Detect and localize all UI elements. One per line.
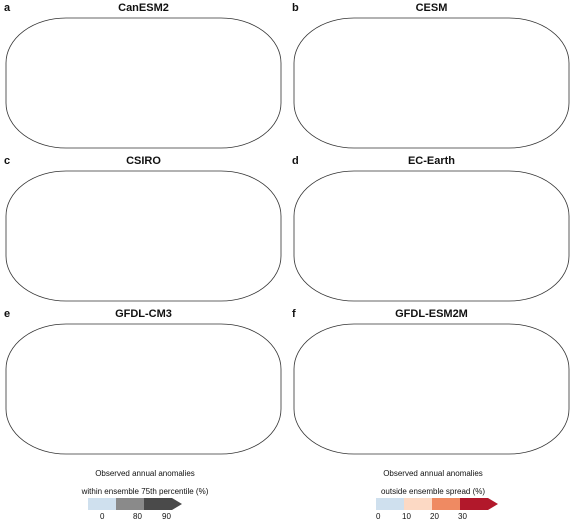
legend-tick: 30 — [458, 512, 467, 521]
legend-outside-spread: Observed annual anomalies outside ensemb… — [368, 460, 498, 524]
map-panel-e: e GFDL-CM3 — [0, 306, 287, 459]
legend-within-percentile: Observed annual anomalies within ensembl… — [80, 460, 210, 524]
map-panel-a: a CanESM2 — [0, 0, 287, 153]
legend-colorbar — [88, 498, 182, 510]
panel-letter: e — [4, 308, 11, 320]
world-map — [293, 323, 570, 455]
legend-title-line1: Observed annual anomalies — [383, 469, 483, 478]
grid-cell — [29, 296, 37, 301]
panel-letter: f — [292, 308, 296, 320]
map-frame — [5, 17, 282, 149]
legend-arrow — [488, 498, 498, 510]
legend-title: Observed annual anomalies outside ensemb… — [368, 460, 498, 496]
legend-tick: 10 — [402, 512, 411, 521]
legend-swatch — [116, 498, 144, 510]
legend-title: Observed annual anomalies within ensembl… — [80, 460, 210, 496]
legend-swatch — [144, 498, 172, 510]
legend-tick: 20 — [430, 512, 439, 521]
map-panel-f: f GFDL-ESM2M — [288, 306, 575, 459]
world-map — [293, 170, 570, 302]
map-frame — [293, 170, 570, 302]
panel-letter: c — [4, 155, 11, 167]
panel-letter: a — [4, 2, 11, 14]
map-frame — [5, 170, 282, 302]
map-frame — [5, 323, 282, 455]
panel-title: CanESM2 — [118, 2, 169, 14]
panel-title: GFDL-CM3 — [115, 308, 172, 320]
legend-tick: 90 — [162, 512, 171, 521]
legend-swatch — [404, 498, 432, 510]
legend-swatch — [88, 498, 116, 510]
legend-title-line2: outside ensemble spread (%) — [380, 487, 486, 496]
legend-tick: 80 — [133, 512, 142, 521]
world-map — [293, 17, 570, 149]
legend-swatch — [432, 498, 460, 510]
legend-colorbar — [376, 498, 498, 510]
map-panel-b: b CESM — [288, 0, 575, 153]
panel-title: CESM — [415, 2, 448, 14]
legend-swatch — [460, 498, 488, 510]
panel-title: CSIRO — [126, 155, 161, 167]
legend-title-line2: within ensemble 75th percentile (%) — [81, 487, 209, 496]
legend-tick: 0 — [376, 512, 381, 521]
world-map — [5, 323, 282, 455]
legend-tick: 0 — [100, 512, 105, 521]
map-frame — [293, 17, 570, 149]
map-panel-d: d EC-Earth — [288, 153, 575, 306]
grid-cell — [299, 284, 306, 291]
world-map — [5, 170, 282, 302]
grid-cell — [17, 449, 24, 454]
map-panel-c: c CSIRO — [0, 153, 287, 306]
map-frame — [293, 323, 570, 455]
panel-title: EC-Earth — [407, 155, 456, 167]
panel-letter: b — [292, 2, 299, 14]
world-map — [5, 17, 282, 149]
legend-swatch — [376, 498, 404, 510]
legend-arrow — [172, 498, 182, 510]
legend-title-line1: Observed annual anomalies — [95, 469, 195, 478]
panel-title: GFDL-ESM2M — [395, 308, 468, 320]
grid-cell — [271, 443, 279, 450]
panel-letter: d — [292, 155, 299, 167]
